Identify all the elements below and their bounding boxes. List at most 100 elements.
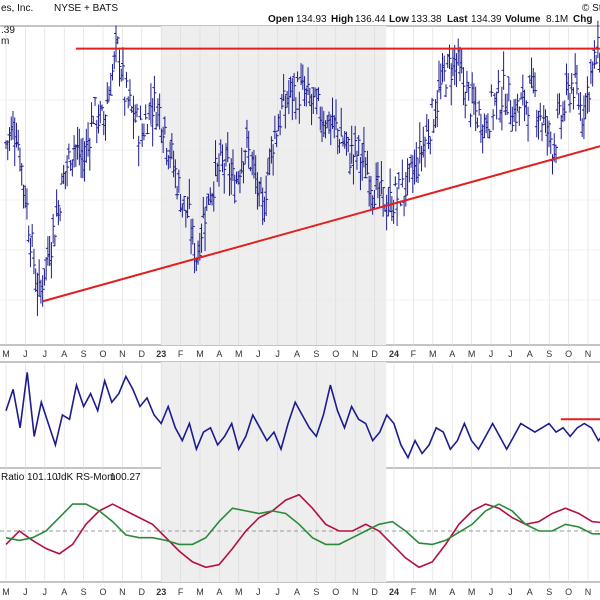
month-label: F [411,587,417,597]
month-label: J [489,587,494,597]
month-label: O [99,349,106,359]
ohlc-bar [501,51,506,90]
ohlc-bar [581,95,586,140]
ohlc-bar [108,72,113,96]
ohlc-bar [19,162,24,186]
ohlc-bar [52,234,57,247]
momentum-value: 100.27 [110,472,141,483]
last-value: 134.39 [471,14,502,25]
ohlc-bar [547,120,552,148]
ohlc-bar [176,169,181,193]
month-label: D [139,587,146,597]
month-label: J [256,587,261,597]
ohlc-bar [103,114,108,141]
rs-ratio-line [5,493,600,569]
ohlc-bar [203,207,208,252]
ohlc-bar [375,161,380,199]
month-label: O [332,349,339,359]
month-label: M [2,349,10,359]
ohlc-bar [365,150,370,175]
ohlc-bar [161,126,166,153]
ohlc-bar [496,69,501,93]
ohlc-bar [477,100,482,116]
ohlc-bar [117,49,122,87]
month-label: S [313,587,319,597]
month-label: F [178,587,184,597]
ohlc-bar [162,116,167,135]
ohlc-bar [548,131,553,155]
month-label: J [508,587,513,597]
month-label: F [178,349,184,359]
month-label: M [468,587,476,597]
month-label: A [527,587,533,597]
ohlc-bar [292,72,297,102]
low-value: 133.38 [411,14,442,25]
ohlc-bar [435,90,440,128]
ohlc-bar [31,248,36,275]
ohlc-bar [346,136,351,153]
month-label: O [565,349,572,359]
month-label: N [352,349,359,359]
ohlc-bar [40,275,45,307]
month-label: M [429,587,437,597]
ohlc-bar [372,189,377,209]
ohlc-bar [173,159,178,189]
ohlc-bar [587,91,592,112]
ohlc-bar [356,135,361,156]
ohlc-bar [540,122,545,142]
support-trendline [42,145,600,303]
month-label: J [508,349,513,359]
rs-momentum-line [5,503,600,546]
ohlc-bar [569,73,574,94]
month-label: M [196,349,204,359]
ohlc-bar [279,93,284,110]
ohlc-bar [175,185,180,200]
ohlc-bar [499,86,504,131]
chart-header: es, Inc. NYSE + BATS Open 134.93 High 13… [1,3,600,47]
ohlc-bar [361,126,366,168]
ohlc-bar [468,113,473,128]
ohlc-bar [423,136,428,168]
month-label: N [119,587,126,597]
month-label: O [565,587,572,597]
ohlc-bar [138,105,143,121]
month-axis-top: M J J A S O N D 23 F M A M J J A S O N D 24 F M A M J J A S O N [2,349,591,359]
last-label: Last [447,14,468,25]
ohlc-bar [349,125,354,164]
ohlc-bar [526,106,531,142]
ohlc-bar [281,73,286,102]
ohlc-bar [133,104,138,123]
ohlc-bar [566,73,571,100]
ohlc-bar [87,137,92,171]
gridlines [0,26,600,582]
ohlc-bar [30,224,35,247]
ohlc-bar [274,133,279,148]
ohlc-bar [524,100,529,115]
indicator-legend: Ratio 101.10 JdK RS-Mom 100.27 [1,472,141,483]
ohlc-bar [243,149,248,164]
month-label: S [546,349,552,359]
ohlc-bar [510,106,515,132]
ohlc-bar [363,157,368,179]
month-label: A [294,587,300,597]
month-label: A [61,587,67,597]
ohlc-bar [574,64,579,95]
month-label: F [411,349,417,359]
ohlc-bar [562,100,567,122]
ohlc-bar [463,91,468,119]
ohlc-bar [65,155,70,187]
volume-value: 8.1M [546,14,568,25]
ohlc-bar [206,193,211,205]
ohlc-bar [506,76,511,102]
ohlc-bar [24,188,29,220]
year-shading [161,26,387,582]
ohlc-bar [230,149,235,182]
ohlc-bar [56,200,61,226]
month-label: D [371,587,378,597]
ohlc-bar [571,87,576,110]
ohlc-bar [169,133,174,160]
month-label: A [449,587,455,597]
month-label: S [313,349,319,359]
month-label: O [99,587,106,597]
month-label: M [429,349,437,359]
